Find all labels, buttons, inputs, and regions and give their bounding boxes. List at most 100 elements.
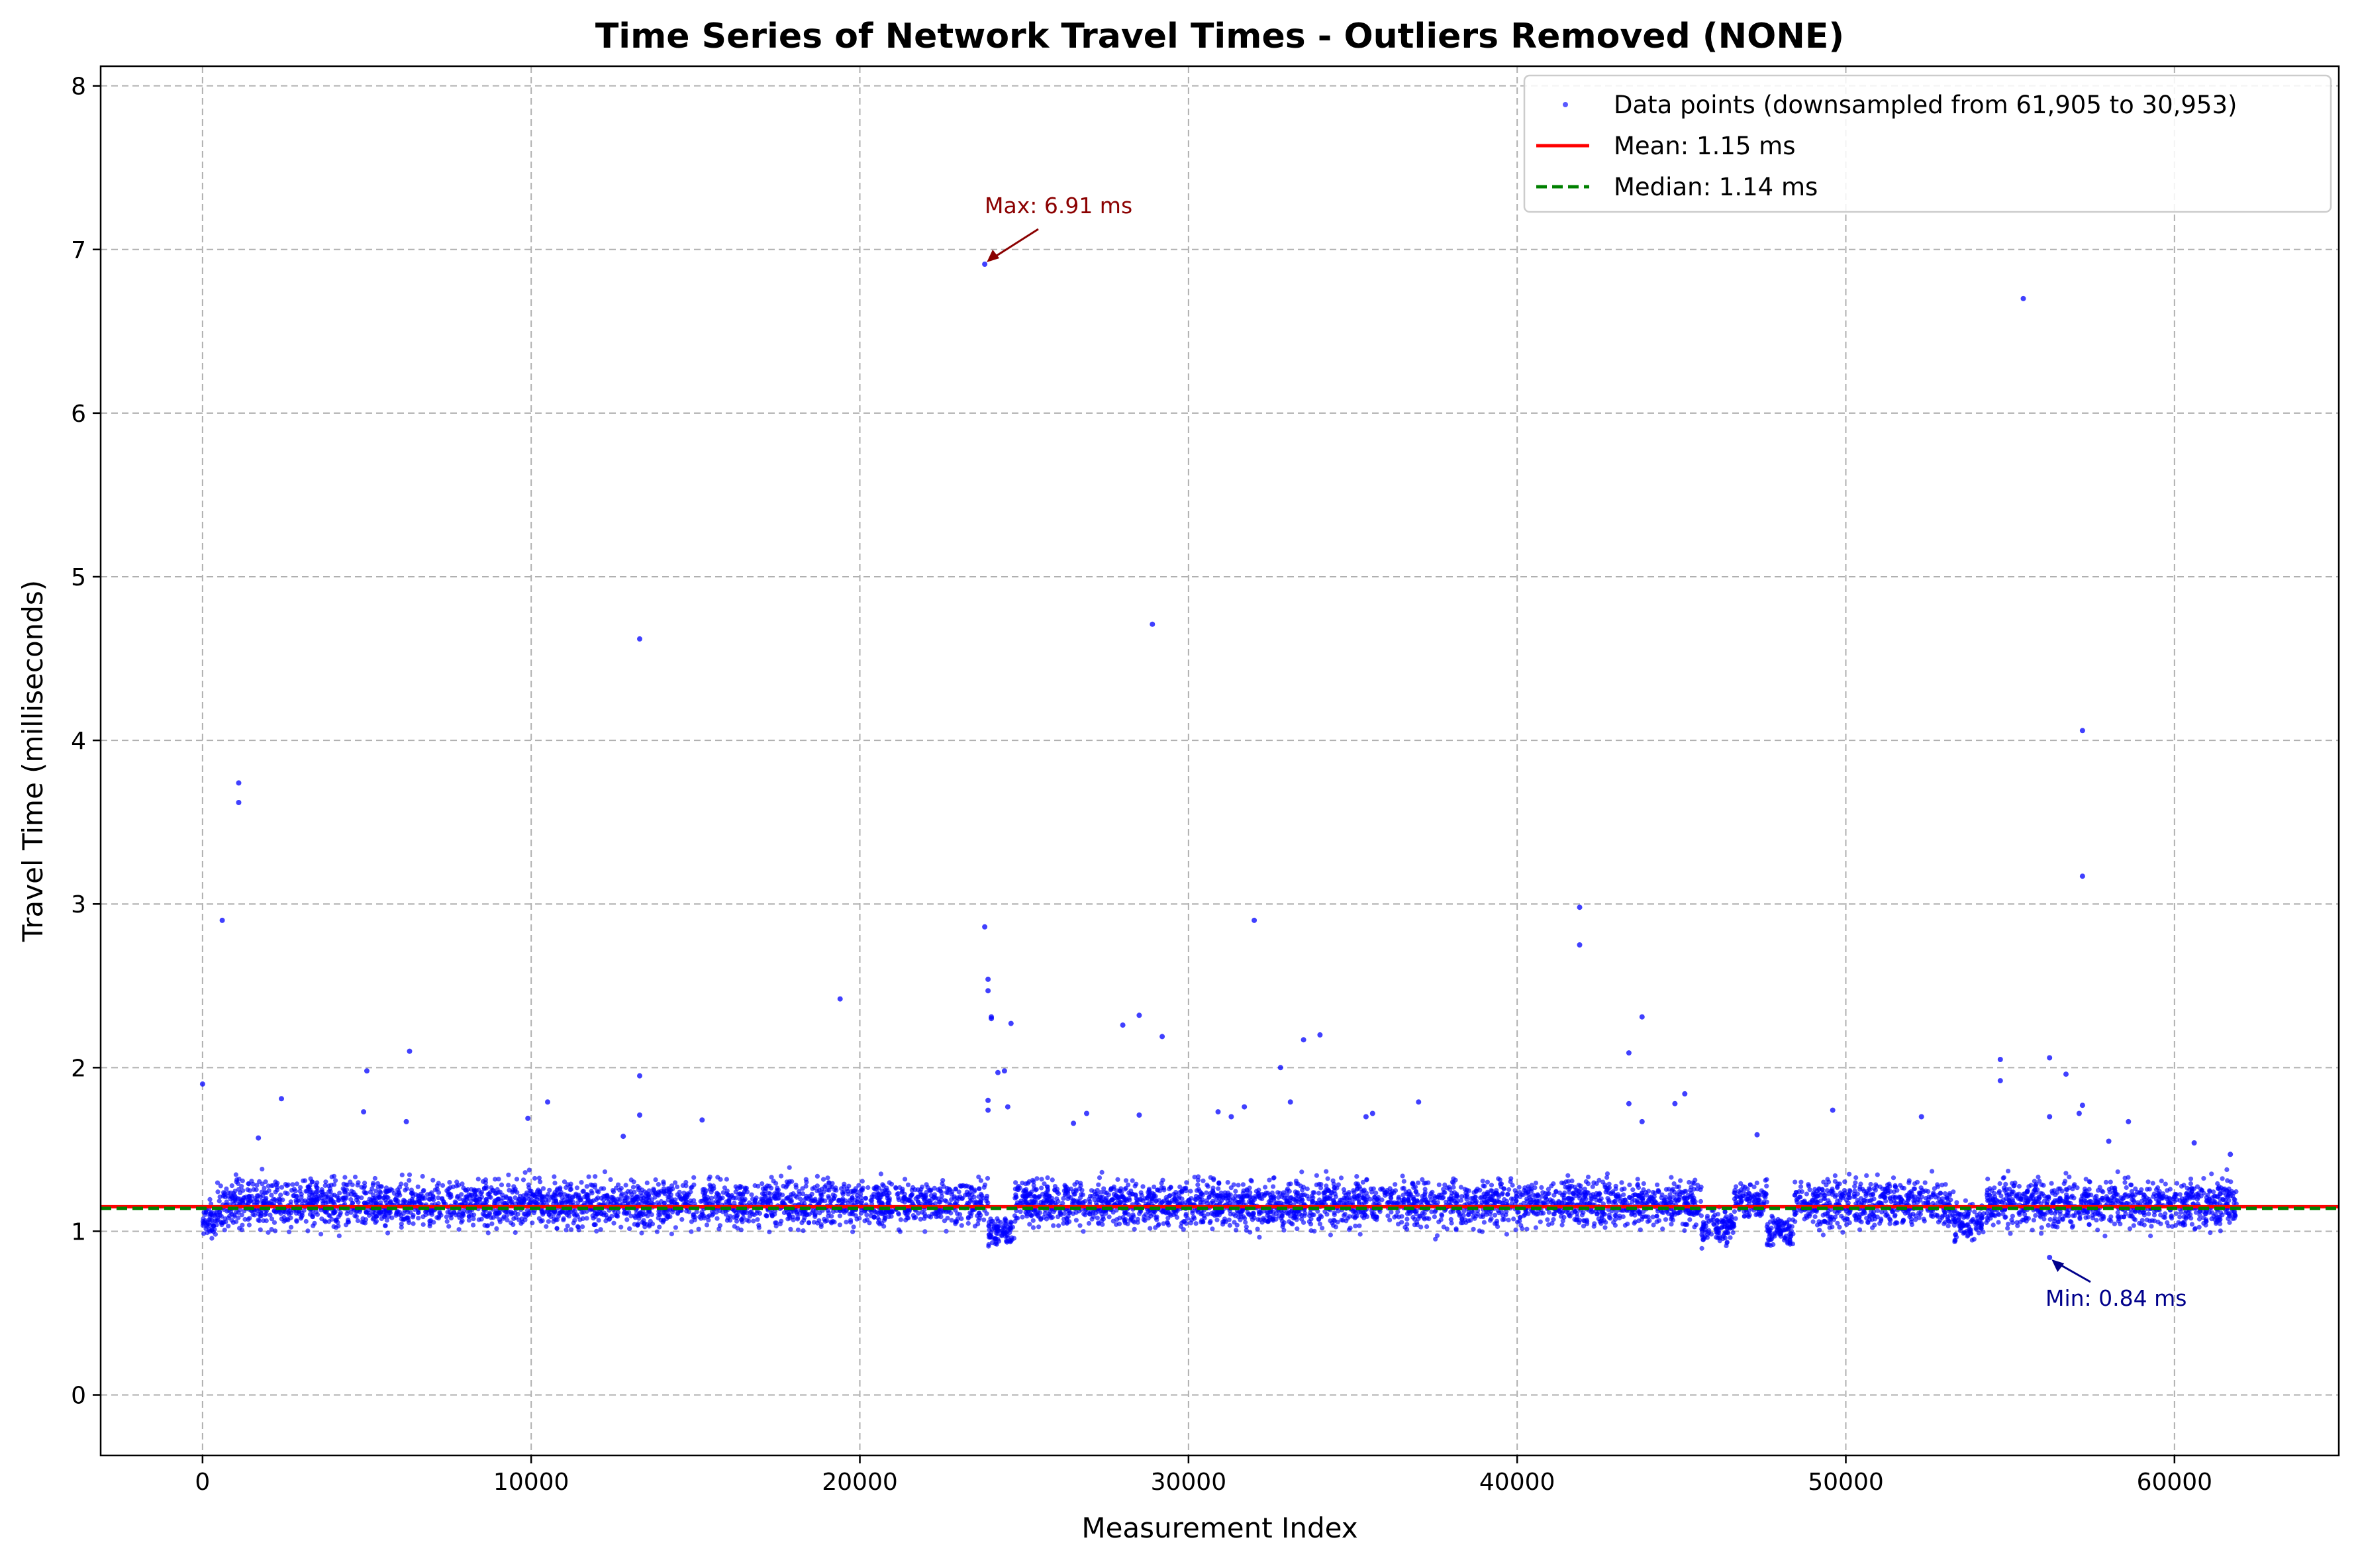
data-point: [239, 1184, 244, 1189]
data-point: [724, 1199, 729, 1204]
data-point: [221, 1194, 226, 1199]
data-point: [916, 1187, 920, 1192]
data-point: [897, 1185, 902, 1190]
data-point: [1445, 1226, 1450, 1231]
data-point: [448, 1192, 453, 1197]
data-point: [1690, 1193, 1695, 1198]
data-point: [1477, 1228, 1482, 1233]
data-point: [1651, 1190, 1655, 1195]
data-point: [769, 1186, 773, 1191]
data-point: [538, 1189, 542, 1194]
data-point: [1385, 1214, 1390, 1218]
data-point: [751, 1218, 756, 1223]
data-point: [385, 1195, 389, 1200]
data-point: [1291, 1197, 1296, 1201]
data-point: [599, 1186, 603, 1191]
data-point: [1539, 1211, 1544, 1216]
data-point: [1613, 1217, 1618, 1222]
data-point: [1312, 1229, 1316, 1234]
data-point: [1698, 1187, 1702, 1192]
data-point: [997, 1224, 1001, 1228]
data-point: [1324, 1195, 1329, 1200]
data-point: [340, 1197, 345, 1202]
data-point: [1495, 1221, 1499, 1226]
data-point: [1243, 1220, 1248, 1224]
data-point: [619, 1186, 624, 1191]
data-point: [943, 1198, 948, 1202]
data-point: [991, 1219, 995, 1224]
data-point: [1666, 1211, 1671, 1216]
data-point: [295, 1181, 299, 1186]
data-point: [808, 1195, 812, 1200]
data-point: [1271, 1184, 1275, 1189]
data-point: [647, 1195, 652, 1199]
data-point: [1159, 1181, 1164, 1185]
data-point: [1124, 1186, 1128, 1191]
data-point: [958, 1195, 962, 1199]
data-point: [1613, 1223, 1618, 1228]
data-point: [1659, 1210, 1664, 1214]
data-point: [1097, 1175, 1102, 1180]
data-point: [786, 1181, 791, 1186]
data-point: [428, 1224, 432, 1228]
data-point: [233, 1197, 238, 1201]
data-point: [513, 1230, 518, 1235]
data-point: [1036, 1224, 1041, 1229]
data-point: [1471, 1190, 1476, 1195]
data-point: [673, 1197, 677, 1202]
data-point: [887, 1180, 892, 1185]
data-point: [944, 1229, 948, 1234]
data-point: [884, 1186, 889, 1191]
data-point: [1245, 1188, 1250, 1193]
data-point: [1302, 1213, 1306, 1218]
data-point: [867, 1220, 871, 1225]
data-point: [1154, 1218, 1159, 1222]
data-point: [1081, 1229, 1086, 1234]
data-point: [215, 1189, 220, 1194]
data-point: [1506, 1218, 1511, 1222]
data-point: [1534, 1199, 1539, 1203]
data-point: [554, 1226, 559, 1231]
data-point: [1314, 1173, 1319, 1178]
data-point: [336, 1199, 341, 1203]
data-point: [350, 1200, 355, 1205]
data-point: [705, 1222, 709, 1227]
data-point: [743, 1197, 748, 1202]
data-point: [875, 1185, 879, 1189]
data-point: [1357, 1224, 1361, 1228]
data-point: [1180, 1201, 1185, 1206]
data-point: [1532, 1211, 1536, 1216]
data-point: [1234, 1228, 1238, 1232]
data-point: [725, 1218, 730, 1223]
data-point: [245, 1187, 250, 1192]
data-point: [1621, 1193, 1626, 1197]
data-point: [274, 1183, 279, 1187]
data-point: [1642, 1181, 1646, 1186]
data-point: [401, 1200, 405, 1204]
data-point: [986, 1244, 991, 1249]
data-point: [1229, 1185, 1234, 1190]
data-point: [959, 1223, 964, 1228]
data-point: [466, 1187, 470, 1192]
data-point: [859, 1211, 863, 1216]
data-point: [1039, 1186, 1044, 1191]
data-point: [473, 1192, 477, 1197]
data-point: [477, 1217, 481, 1222]
data-point: [1077, 1201, 1081, 1206]
data-point: [326, 1219, 331, 1224]
data-point: [791, 1191, 795, 1196]
data-point: [636, 1187, 641, 1192]
data-point: [688, 1189, 693, 1194]
data-point: [1494, 1188, 1499, 1193]
data-point: [629, 1177, 634, 1182]
data-point: [823, 1219, 828, 1224]
data-point: [1318, 1222, 1322, 1226]
data-point: [366, 1200, 370, 1204]
data-point: [258, 1228, 263, 1232]
data-point: [1228, 1223, 1232, 1228]
data-point: [1617, 1216, 1622, 1220]
data-point: [421, 1188, 426, 1193]
data-point: [745, 1189, 750, 1194]
data-point: [433, 1187, 438, 1192]
data-point: [1401, 1193, 1405, 1197]
